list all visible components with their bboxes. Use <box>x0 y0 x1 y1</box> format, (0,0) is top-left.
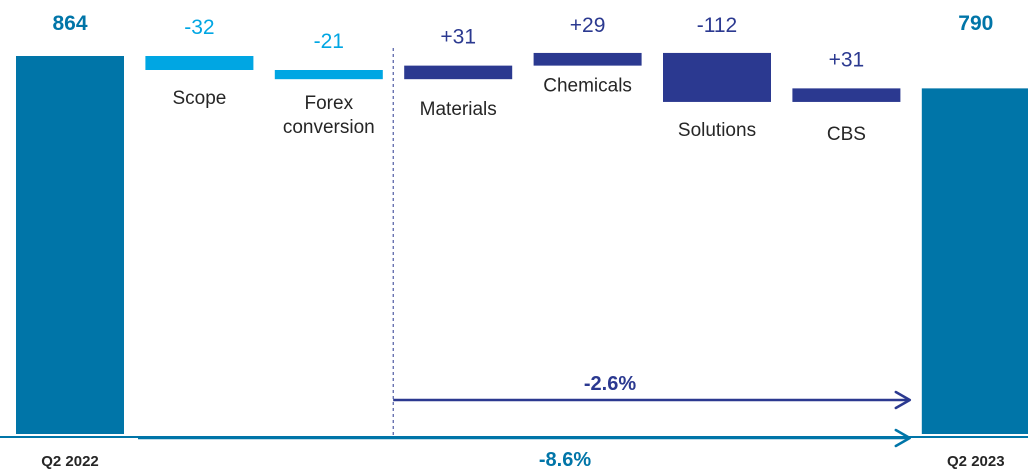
bar-scope <box>145 56 254 70</box>
total-growth-label: -8.6% <box>539 449 591 470</box>
bar-forex-conversion <box>274 70 383 80</box>
category-label-q2-2023: Q2 2023 <box>947 453 1005 470</box>
category-label-scope: Scope <box>172 88 226 109</box>
bar-q2-2022 <box>16 56 124 434</box>
bars-layer <box>16 52 1028 434</box>
value-label-materials: +31 <box>440 26 476 49</box>
labels-layer: 864 Q2 2022 -32 Scope -21 Forex conversion +31 M… <box>41 12 1004 470</box>
category-label-materials: Materials <box>420 99 497 120</box>
bar-cbs <box>792 88 901 102</box>
value-label-chemicals: +29 <box>570 14 606 37</box>
value-label-scope: -32 <box>184 16 214 39</box>
value-label-solutions: -112 <box>697 14 737 37</box>
value-label-forex-conversion: -21 <box>314 30 344 53</box>
category-label-cbs: CBS <box>827 124 866 145</box>
total-growth-arrow-head <box>894 428 912 448</box>
category-label-q2-2022: Q2 2022 <box>41 453 99 470</box>
bar-q2-2023 <box>921 88 1028 434</box>
bar-materials <box>404 65 513 80</box>
bar-solutions <box>663 52 771 102</box>
category-label-solutions: Solutions <box>678 120 756 141</box>
value-label-cbs: +31 <box>829 48 865 71</box>
segment-growth-arrow-head <box>894 390 912 410</box>
bar-chemicals <box>533 52 642 66</box>
category-label-chemicals: Chemicals <box>543 76 632 97</box>
segment-growth-label: -2.6% <box>584 373 636 395</box>
value-label-q2-2022: 864 <box>52 12 87 35</box>
category-label-forex-conversion: Forex conversion <box>283 93 375 138</box>
overlay-layer: -2.6% -8.6% <box>0 48 1028 470</box>
value-label-q2-2023: 790 <box>958 12 993 35</box>
